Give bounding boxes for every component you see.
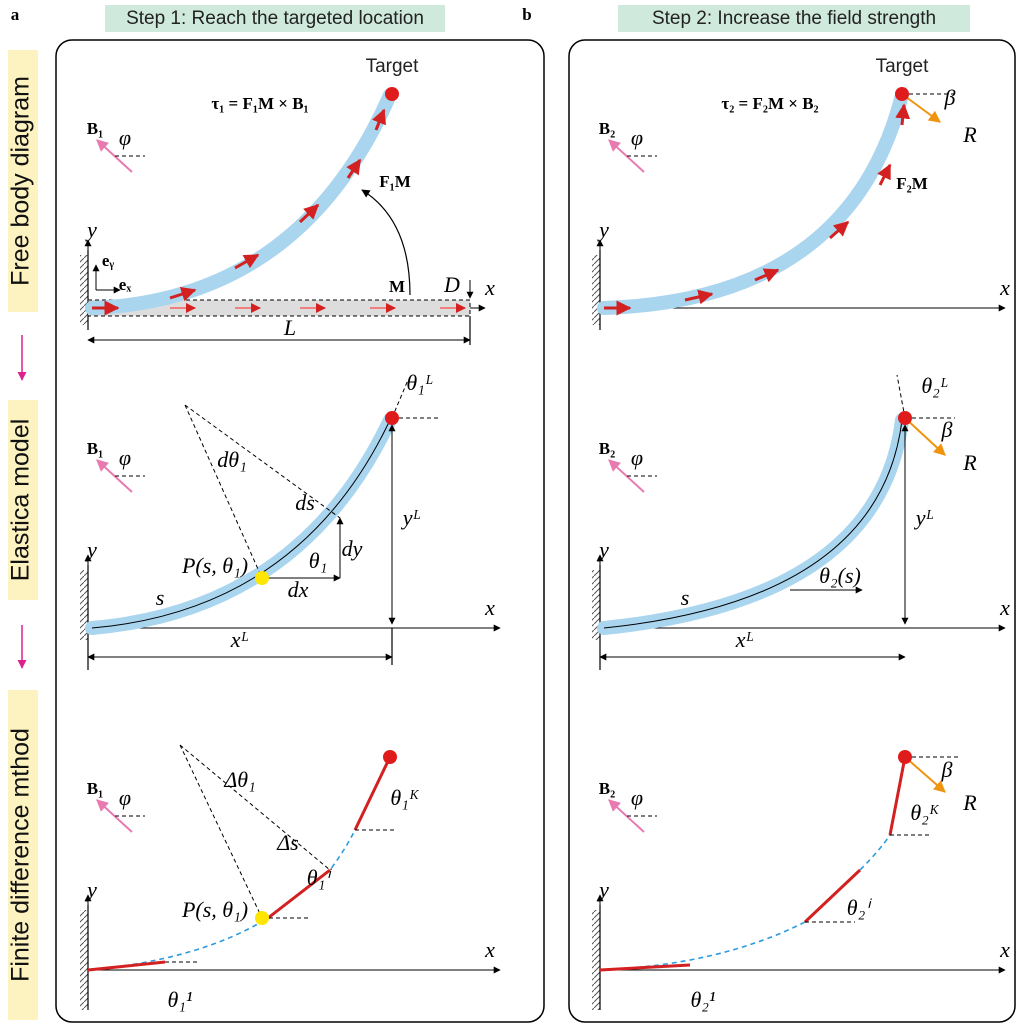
angle: φ [631, 445, 643, 470]
field: B₁ [87, 779, 103, 798]
point: P(s, θ₁) [181, 553, 248, 578]
x-axis: x [999, 937, 1010, 962]
tip-x: xᴸ [735, 627, 755, 652]
x-axis: x [484, 275, 495, 300]
field: B₂ [599, 439, 615, 458]
beta: β [944, 85, 956, 110]
letter: a [11, 5, 20, 24]
target: Target [876, 56, 930, 77]
target: Target [366, 56, 420, 77]
arc: s [681, 585, 690, 610]
theta-s: θ₂(s) [819, 563, 861, 588]
x-axis: x [484, 937, 495, 962]
dx: dx [288, 577, 309, 602]
thickness: D [443, 272, 460, 297]
y-axis: y [597, 877, 609, 902]
ey: eᵧ [102, 251, 115, 270]
y-axis: y [85, 877, 97, 902]
field: B₁ [87, 439, 103, 458]
ex: eₓ [119, 275, 132, 294]
angle: φ [119, 785, 131, 810]
dy: dy [342, 536, 363, 561]
tip-y: yᴸ [914, 505, 935, 530]
theta-1: θ₂¹ [690, 987, 715, 1012]
angle: φ [119, 445, 131, 470]
force-moment: F₁M [379, 172, 411, 191]
row-label: Finite difference mthod [7, 728, 35, 982]
y-axis: y [85, 537, 97, 562]
angle: φ [119, 125, 131, 150]
angle: φ [631, 785, 643, 810]
beta: β [941, 757, 953, 782]
theta-i: θ₁ⁱ [307, 865, 332, 890]
angle: φ [631, 125, 643, 150]
tip-angle: θ₂ᴸ [921, 373, 948, 398]
row-label: Free body diagram [7, 76, 35, 286]
beta: β [941, 417, 953, 442]
tip-x: xᴸ [230, 627, 250, 652]
equation: τ₂ = F₂M × B₂ [721, 94, 818, 113]
y-axis: y [597, 217, 609, 242]
arc: s [156, 585, 165, 610]
field: B₂ [599, 779, 615, 798]
row-label: Elastica model [7, 419, 35, 582]
x-axis: x [484, 595, 495, 620]
force-moment: F₂M [896, 174, 928, 193]
layout [8, 5, 1016, 1023]
reaction: R [962, 450, 977, 475]
y-axis: y [85, 217, 97, 242]
reaction: R [962, 790, 977, 815]
field: B₂ [599, 119, 615, 138]
step: Step 2: Increase the field strength [652, 8, 936, 29]
tip-angle: θ₁ᴷ [390, 785, 419, 810]
delta-theta: Δθ₁ [223, 767, 255, 792]
length: L [283, 315, 296, 340]
reaction: R [962, 122, 977, 147]
theta: θ₁ [309, 548, 327, 573]
field: B₁ [87, 119, 103, 138]
d-theta: dθ₁ [217, 447, 246, 472]
y-axis: y [597, 537, 609, 562]
theta-1: θ₁¹ [167, 987, 192, 1012]
x-axis: x [999, 595, 1010, 620]
moment: M [389, 277, 405, 296]
tip-angle: θ₂ᴷ [910, 800, 939, 825]
point: P(s, θ₁) [181, 897, 248, 922]
letter: b [522, 5, 531, 24]
x-axis: x [999, 275, 1010, 300]
delta-s: Δs [276, 830, 298, 855]
theta-i: θ₂ⁱ [847, 895, 872, 920]
tip-y: yᴸ [401, 505, 422, 530]
equation: τ₁ = F₁M × B₁ [211, 94, 308, 113]
ds: ds [295, 490, 315, 515]
step: Step 1: Reach the targeted location [126, 8, 424, 29]
tip-angle: θ₁ᴸ [406, 370, 433, 395]
